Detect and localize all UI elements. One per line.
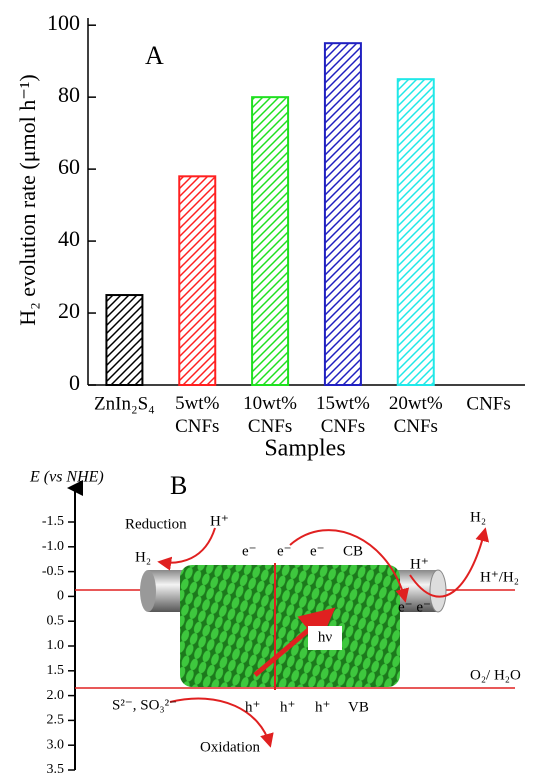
x-tick-label: 20wt% CNFs	[389, 393, 443, 437]
label: e⁻ e⁻	[398, 599, 431, 615]
label: h⁺	[315, 699, 330, 715]
label: H⁺	[410, 556, 429, 572]
label: VB	[348, 699, 369, 715]
x-tick-label: 15wt% CNFs	[316, 393, 370, 437]
x-tick-label: 10wt% CNFs	[243, 393, 297, 437]
y-tick-label: 80	[58, 82, 80, 107]
photon: hν	[318, 629, 333, 645]
h2-arrow	[409, 527, 490, 598]
bar	[178, 175, 217, 386]
y-tick-label: 60	[58, 154, 80, 179]
energy-tick-label: -1.5	[42, 514, 64, 529]
oxidation-arrow	[169, 697, 274, 748]
label: S²⁻, SO₃²⁻	[112, 697, 177, 713]
label: O₂/ H₂O	[470, 667, 521, 683]
label: e⁻	[242, 543, 257, 559]
label: e⁻	[310, 543, 325, 559]
y-tick-label: 20	[58, 298, 80, 323]
energy-ticks: -1.5 -1.0 -0.5 0 0.5 1.0 1.5 2.0 2.5 3.0 3.5	[42, 514, 75, 776]
label: h⁺	[245, 699, 260, 715]
bar	[323, 42, 362, 386]
y-tick-label: 0	[69, 370, 80, 395]
reduction-arrow	[157, 527, 216, 571]
energy-tick-label: 3.0	[47, 737, 65, 752]
y-tick-label: 40	[58, 226, 80, 251]
energy-tick-label: 1.5	[47, 663, 65, 678]
label-bg	[308, 626, 342, 650]
nanofiber-end	[429, 569, 447, 613]
label: CB	[343, 543, 363, 559]
axis-title: E (vs NHE)	[29, 469, 104, 486]
chart-area: 0 20 40 60 80 100 ZnIn₂S₄ 5wt% CNFs 10wt% CNFs 15wt…	[47, 10, 511, 437]
x-tick-label: 5wt% CNFs	[175, 393, 220, 437]
energy-tick-label: 2.5	[47, 713, 65, 728]
energy-tick-label: 0.5	[47, 613, 65, 628]
excitation-arrow	[253, 607, 336, 677]
label: Oxidation	[200, 739, 260, 755]
x-tick-label: CNFs	[466, 393, 510, 414]
y-axis-label: H₂ evolution rate (μmol h⁻¹)	[15, 74, 40, 326]
x-tick-label: ZnIn₂S₄	[94, 393, 155, 414]
y-tick-label: 100	[47, 10, 80, 35]
bar	[396, 78, 435, 387]
label: H₂	[470, 509, 486, 525]
energy-tick-label: 0	[57, 589, 64, 604]
catalyst-coating	[180, 565, 400, 687]
x-axis-label: Samples	[264, 436, 345, 462]
label: H⁺	[210, 513, 229, 529]
energy-tick-label: -0.5	[42, 564, 64, 579]
energy-tick-label: 2.0	[47, 688, 65, 703]
panel-label: B	[170, 471, 187, 500]
label: H⁺/H₂	[480, 569, 519, 585]
energy-tick-label: 3.5	[47, 762, 65, 776]
label: h⁺	[280, 699, 295, 715]
energy-tick-label: 1.0	[47, 638, 65, 653]
bar	[105, 294, 144, 386]
label: H₂	[135, 549, 151, 565]
label: Reduction	[125, 516, 187, 532]
nanofiber-end	[140, 570, 156, 612]
energy-tick-label: -1.0	[42, 539, 64, 554]
panel-label: A	[145, 41, 164, 70]
bar	[251, 96, 290, 386]
label: e⁻	[277, 543, 292, 559]
transfer-arrow	[289, 529, 410, 603]
